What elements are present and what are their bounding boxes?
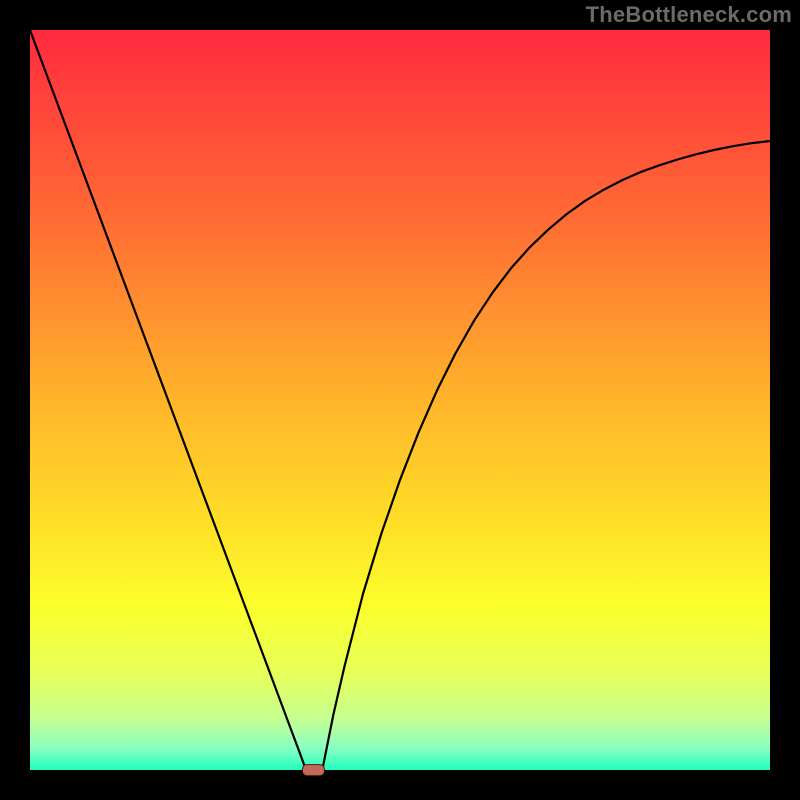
plot-area: [30, 30, 770, 770]
bottleneck-curve: [30, 30, 770, 770]
chart-frame: TheBottleneck.com: [0, 0, 800, 800]
curve-path: [30, 30, 770, 770]
watermark-text: TheBottleneck.com: [586, 2, 792, 28]
optimal-marker: [302, 764, 324, 776]
